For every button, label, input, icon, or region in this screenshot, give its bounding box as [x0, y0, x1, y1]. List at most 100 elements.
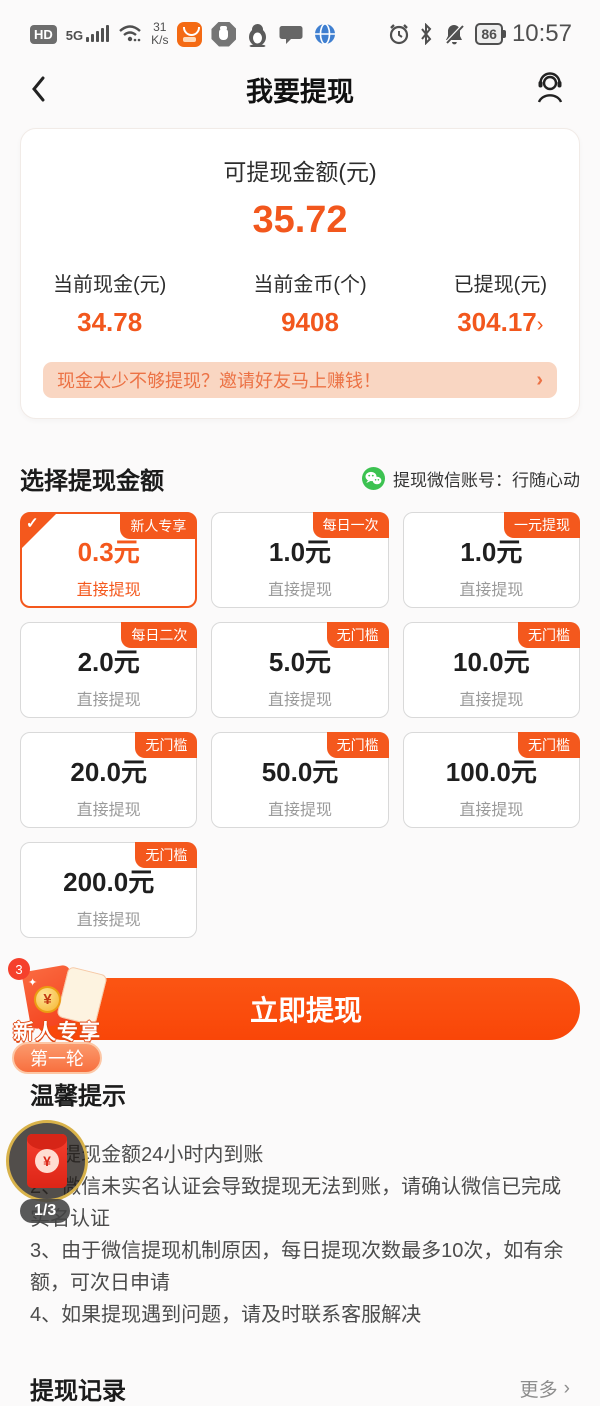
amount-value: 1.0元 — [268, 537, 332, 567]
alarm-icon — [390, 24, 409, 45]
battery-icon: 86 — [475, 23, 506, 45]
balance-card: 可提现金额(元) 35.72 当前现金(元) 34.78 当前金币(个) 940… — [20, 128, 580, 419]
ribbon-round-pill: 第一轮 — [12, 1042, 102, 1074]
back-chevron-icon — [32, 76, 45, 102]
float-widget-pager: 1/3 — [20, 1199, 71, 1223]
amount-sub: 直接提现 — [459, 802, 524, 819]
network-speed: 31 K/s — [151, 19, 169, 47]
wechat-account-row: 提现微信账号：行随心动 — [362, 466, 580, 491]
chevron-right-icon: › — [536, 368, 543, 391]
tip-item: 1、提现金额24小时内到账 — [30, 1144, 264, 1166]
amount-card[interactable]: 无门槛 200.0元 直接提现 — [20, 842, 198, 938]
nav-header: 我要提现 — [0, 58, 600, 120]
invite-friends-banner[interactable]: 现金太少不够提现？邀请好友马上赚钱！ › — [43, 362, 557, 398]
hand-stop-icon — [211, 21, 237, 47]
amount-sub: 直接提现 — [267, 692, 332, 709]
records-more-button[interactable]: 更多 › — [519, 1377, 570, 1402]
float-widget-circle: ¥ — [6, 1120, 88, 1202]
tips-list: 1、提现金额24小时内到账 2、微信未实名认证会导致提现无法到账，请确认微信已完… — [30, 1139, 570, 1331]
withdraw-now-button[interactable]: 立即提现 — [32, 978, 580, 1040]
selected-check-icon: ✓ — [21, 513, 57, 549]
customer-service-button[interactable] — [530, 69, 570, 109]
chat-bubble-icon — [279, 26, 303, 44]
amount-card[interactable]: 无门槛 10.0元 直接提现 — [402, 622, 580, 718]
amount-sub: 直接提现 — [459, 692, 524, 709]
amount-card[interactable]: 每日一次 1.0元 直接提现 — [211, 512, 389, 608]
amount-value: 2.0元 — [77, 647, 140, 677]
hd-badge: HD — [30, 24, 57, 44]
amount-sub: 直接提现 — [76, 802, 141, 819]
tips-section: 温馨提示 1、提现金额24小时内到账 2、微信未实名认证会导致提现无法到账，请确… — [6, 1076, 570, 1331]
amount-sub: 直接提现 — [76, 692, 141, 709]
amount-badge: 每日二次 — [121, 622, 198, 648]
globe-icon — [315, 23, 336, 45]
withdraw-area: 立即提现 3 ✦ ¥ 新人专享 第一轮 — [8, 958, 580, 1074]
wifi-icon — [119, 25, 141, 42]
amount-value: 10.0元 — [453, 647, 530, 677]
bell-muted-icon — [445, 23, 465, 45]
coin-icon: ¥ — [35, 1149, 59, 1173]
stat-withdrawn[interactable]: 已提现(元) 304.17› — [453, 274, 547, 337]
chevron-right-icon: › — [536, 314, 544, 336]
amount-sub: 直接提现 — [76, 582, 141, 599]
amount-value: 1.0元 — [460, 537, 523, 567]
amount-card[interactable]: 无门槛 50.0元 直接提现 — [211, 732, 389, 828]
select-amount-section-header: 选择提现金额 提现微信账号：行随心动 — [20, 461, 580, 496]
wechat-icon — [362, 467, 385, 490]
amount-sub: 直接提现 — [76, 912, 141, 929]
amount-card[interactable]: 无门槛 20.0元 直接提现 — [20, 732, 198, 828]
amount-card[interactable]: 无门槛 5.0元 直接提现 — [211, 622, 389, 718]
amount-badge: 无门槛 — [135, 732, 198, 758]
amount-value: 0.3元 — [77, 537, 140, 567]
newcomer-ribbon[interactable]: 3 ✦ ¥ 新人专享 第一轮 — [4, 958, 116, 1074]
records-title: 提现记录 — [30, 1378, 126, 1405]
balance-stats: 当前现金(元) 34.78 当前金币(个) 9408 已提现(元) 304.17… — [53, 268, 547, 338]
amount-sub: 直接提现 — [459, 582, 524, 599]
stat-current-coins: 当前金币(个) 9408 — [253, 274, 367, 337]
amount-badge: 新人专享 — [120, 513, 197, 539]
stat-current-cash: 当前现金(元) 34.78 — [53, 274, 167, 337]
red-envelope-float-widget[interactable]: ¥ 1/3 — [6, 1120, 88, 1223]
amount-grid: ✓ 新人专享 0.3元 直接提现 每日一次 1.0元 直接提现 一元提现 1.0… — [20, 512, 580, 938]
amount-badge: 无门槛 — [517, 732, 580, 758]
ribbon-title: 新人专享 — [13, 1021, 101, 1044]
red-envelope-icon: ¥ — [27, 1134, 67, 1188]
amount-badge: 一元提现 — [503, 512, 580, 538]
qq-penguin-icon — [249, 23, 267, 47]
amount-value: 50.0元 — [261, 757, 339, 787]
withdrawable-amount: 35.72 — [252, 199, 348, 241]
withdraw-records-header: 提现记录 更多 › — [30, 1371, 570, 1406]
amount-badge: 无门槛 — [517, 622, 580, 648]
page-title: 我要提现 — [246, 76, 354, 107]
amount-value: 5.0元 — [268, 647, 332, 677]
tips-title: 温馨提示 — [30, 1083, 126, 1110]
chevron-right-icon: › — [563, 1377, 570, 1399]
tip-item: 2、微信未实名认证会导致提现无法到账，请确认微信已完成实名认证 — [30, 1176, 562, 1230]
select-amount-title: 选择提现金额 — [20, 468, 164, 495]
gold-coin-icon: ¥ — [34, 986, 61, 1013]
clock-time: 10:57 — [511, 20, 572, 47]
amount-badge: 无门槛 — [135, 842, 198, 868]
tip-item: 3、由于微信提现机制原因，每日提现次数最多10次，如有余额，可次日申请 — [30, 1240, 564, 1294]
bluetooth-icon — [421, 23, 432, 45]
amount-card[interactable]: 无门槛 100.0元 直接提现 — [402, 732, 580, 828]
invite-banner-text: 现金太少不够提现？邀请好友马上赚钱！ — [57, 371, 381, 391]
amount-card[interactable]: 一元提现 1.0元 直接提现 — [402, 512, 580, 608]
amount-card[interactable]: 每日二次 2.0元 直接提现 — [20, 622, 198, 718]
status-bar: HD 5G 31 K/s — [0, 0, 600, 58]
amount-card[interactable]: ✓ 新人专享 0.3元 直接提现 — [20, 512, 198, 608]
customer-service-icon — [537, 72, 563, 103]
tip-item: 4、如果提现遇到问题，请及时联系客服解决 — [30, 1304, 422, 1326]
wechat-account-label: 提现微信账号：行随心动 — [393, 471, 580, 490]
amount-badge: 每日一次 — [312, 512, 389, 538]
amount-value: 20.0元 — [70, 757, 147, 787]
amount-badge: 无门槛 — [326, 622, 389, 648]
back-button[interactable] — [30, 74, 60, 104]
sparkle-icon: ✦ — [28, 977, 38, 989]
withdrawable-label: 可提现金额(元) — [223, 159, 377, 185]
amount-badge: 无门槛 — [326, 732, 389, 758]
amount-sub: 直接提现 — [267, 802, 332, 819]
ribbon-count-badge: 3 — [8, 958, 30, 980]
amount-sub: 直接提现 — [267, 582, 332, 599]
amount-value: 100.0元 — [445, 757, 537, 787]
